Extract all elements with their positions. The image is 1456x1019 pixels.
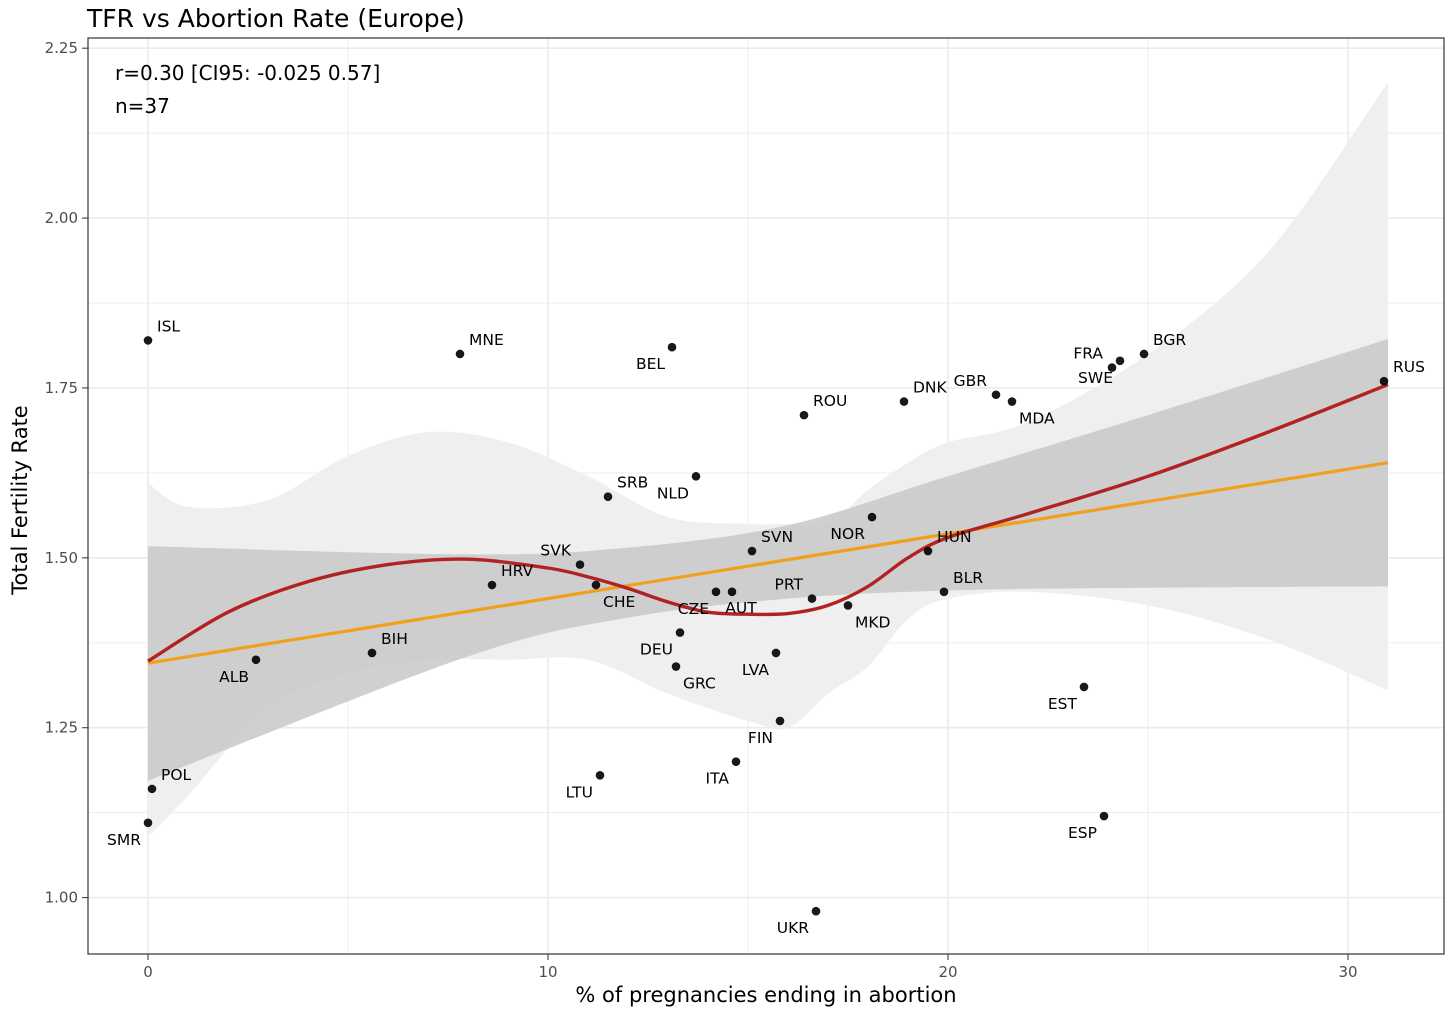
point-label-ita: ITA (706, 770, 730, 788)
point-label-prt: PRT (775, 576, 804, 594)
x-tick-label: 10 (538, 963, 557, 981)
axes: 0 10 20 30 1.00 1.25 1.50 1.75 2.00 2.25 (45, 37, 1445, 981)
data-point-svk (575, 560, 585, 569)
point-labels: ISL MNE BEL ROU DNK GBR MDA FRA SWE BGR RUS SRB NLD N… (107, 317, 1425, 937)
point-label-nld: NLD (657, 484, 689, 502)
data-point-fin (775, 716, 785, 726)
point-label-srb: SRB (617, 474, 648, 492)
data-point-mda (1007, 397, 1017, 406)
data-point-ukr (811, 906, 821, 916)
loess-fit-line (147, 383, 1389, 663)
point-label-esp: ESP (1068, 824, 1097, 842)
data-point-blr (939, 587, 949, 597)
sample-size-annotation: n=37 (115, 94, 170, 118)
y-tick-label: 1.50 (45, 549, 78, 567)
data-point-swe (1115, 356, 1125, 366)
linear-fit-line (147, 461, 1389, 665)
point-label-fra: FRA (1073, 345, 1103, 363)
point-label-smr: SMR (107, 831, 141, 849)
point-label-isl: ISL (157, 317, 180, 335)
point-label-est: EST (1048, 695, 1078, 713)
correlation-annotation: r=0.30 [CI95: -0.025 0.57] (115, 61, 380, 85)
x-axis-label: % of pregnancies ending in abortion (575, 983, 957, 1007)
data-point-dnk (899, 397, 909, 406)
point-label-dnk: DNK (913, 379, 948, 397)
y-tick-label: 1.00 (45, 889, 78, 907)
data-point-ltu (595, 770, 605, 780)
point-label-lva: LVA (742, 661, 770, 679)
data-point-bih (367, 648, 377, 658)
point-label-mkd: MKD (855, 613, 891, 631)
point-label-fin: FIN (748, 729, 773, 747)
data-point-grc (671, 662, 681, 671)
data-point-rus (1379, 376, 1389, 386)
point-label-ltu: LTU (566, 783, 593, 801)
point-label-pol: POL (161, 766, 192, 784)
fit-lines (147, 383, 1389, 665)
point-label-ukr: UKR (777, 919, 810, 937)
data-point-gbr (991, 390, 1001, 400)
data-point-pol (147, 784, 157, 794)
data-point-est (1079, 682, 1089, 692)
point-label-hrv: HRV (501, 562, 534, 580)
data-point-isl (143, 336, 153, 345)
panel-border (87, 37, 1445, 955)
x-tick-label: 30 (1338, 963, 1357, 981)
point-label-swe: SWE (1078, 369, 1113, 387)
point-label-cze: CZE (678, 600, 709, 618)
chart-title: TFR vs Abortion Rate (Europe) (87, 4, 465, 33)
data-point-bel (667, 342, 677, 352)
confidence-bands (148, 82, 1388, 837)
data-point-bgr (1139, 349, 1149, 359)
point-label-svn: SVN (761, 528, 793, 546)
data-point-hrv (487, 580, 497, 590)
point-label-gbr: GBR (954, 372, 988, 390)
point-label-bel: BEL (636, 355, 665, 373)
data-point-mkd (843, 601, 853, 610)
point-label-bgr: BGR (1153, 331, 1186, 349)
point-label-che: CHE (603, 593, 635, 611)
x-tick-label: 0 (143, 963, 153, 981)
point-label-blr: BLR (953, 569, 983, 587)
y-tick-label: 1.25 (45, 719, 78, 737)
data-point-nld (691, 471, 701, 481)
point-label-aut: AUT (725, 599, 757, 617)
data-point-cze (711, 587, 721, 597)
point-label-alb: ALB (219, 668, 249, 686)
data-point-deu (675, 628, 685, 637)
data-point-ita (731, 757, 741, 766)
point-label-mda: MDA (1019, 410, 1055, 428)
data-point-smr (143, 818, 153, 828)
data-points (143, 336, 1389, 916)
point-label-hun: HUN (937, 528, 972, 546)
data-point-fra (1107, 363, 1117, 372)
point-label-rou: ROU (813, 392, 847, 410)
point-label-grc: GRC (683, 675, 716, 693)
y-tick-label: 2.25 (45, 39, 78, 57)
data-point-lva (771, 648, 781, 658)
data-point-nor (867, 512, 877, 522)
data-point-prt (807, 594, 817, 603)
x-tick-label: 20 (938, 963, 957, 981)
point-label-svk: SVK (540, 542, 571, 560)
data-point-srb (603, 492, 613, 501)
point-label-deu: DEU (640, 641, 673, 659)
point-label-mne: MNE (469, 331, 504, 349)
point-label-rus: RUS (1393, 358, 1425, 376)
data-point-hun (923, 546, 933, 556)
y-tick-label: 1.75 (45, 379, 78, 397)
data-point-aut (727, 587, 737, 597)
data-point-svn (747, 546, 757, 556)
data-point-che (591, 580, 601, 590)
data-point-mne (455, 349, 465, 359)
point-label-nor: NOR (830, 525, 865, 543)
y-tick-label: 2.00 (45, 209, 78, 227)
data-point-rou (799, 410, 809, 420)
point-label-bih: BIH (381, 630, 408, 648)
data-point-alb (251, 655, 261, 665)
data-point-esp (1099, 811, 1109, 821)
linear-confidence-band (148, 339, 1388, 781)
